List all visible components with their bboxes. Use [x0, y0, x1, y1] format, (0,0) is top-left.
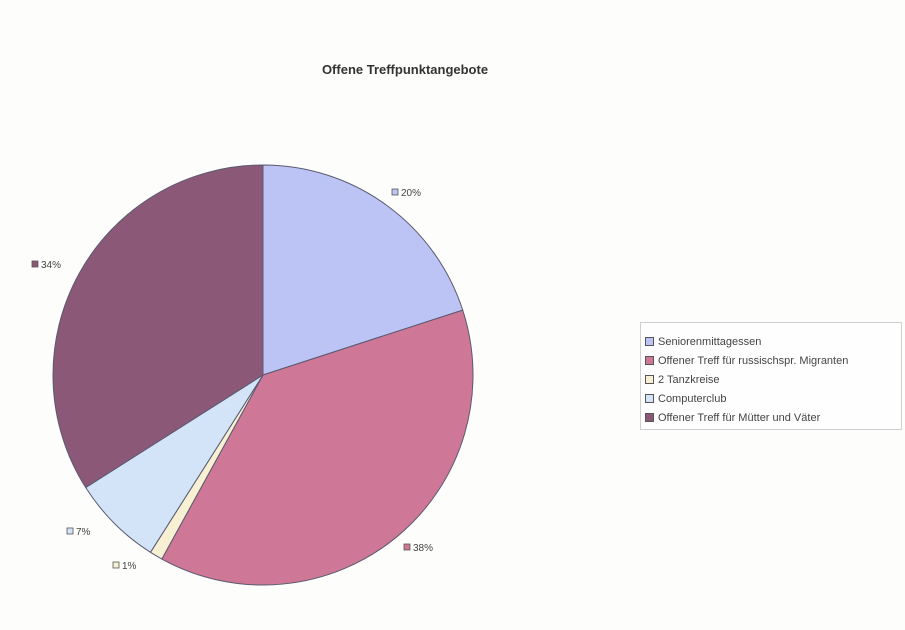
- legend-item: Offener Treff für Mütter und Väter: [645, 408, 901, 427]
- legend-label: Seniorenmittagessen: [658, 335, 762, 348]
- data-label-swatch: [66, 527, 74, 535]
- chart-title: Offene Treffpunktangebote: [322, 62, 488, 77]
- legend-swatch: [645, 394, 654, 403]
- pie-slice: [262, 164, 464, 376]
- data-label-swatch: [391, 188, 399, 196]
- data-label-swatch: [403, 543, 411, 551]
- legend-label: Offener Treff für Mütter und Väter: [658, 411, 821, 424]
- data-label: 38%: [413, 543, 433, 554]
- legend-swatch: [645, 356, 654, 365]
- chart-legend: Seniorenmittagessen Offener Treff für rus…: [640, 322, 902, 430]
- pie-slice: [52, 164, 264, 489]
- legend-item: 2 Tanzkreise: [645, 370, 901, 389]
- legend-item: Offener Treff für russischspr. Migranten: [645, 351, 901, 370]
- legend-label: 2 Tanzkreise: [658, 373, 720, 386]
- legend-item: Seniorenmittagessen: [645, 332, 901, 351]
- data-label: 1%: [122, 561, 137, 572]
- data-label: 20%: [401, 188, 421, 199]
- legend-swatch: [645, 337, 654, 346]
- legend-item: Computerclub: [645, 389, 901, 408]
- data-label: 34%: [41, 260, 61, 271]
- data-label-swatch: [31, 260, 39, 268]
- legend-swatch: [645, 375, 654, 384]
- legend-label: Computerclub: [658, 392, 727, 405]
- legend-swatch: [645, 413, 654, 422]
- data-label: 7%: [76, 527, 91, 538]
- data-label-swatch: [112, 561, 120, 569]
- pie-slice: [161, 309, 474, 586]
- legend-label: Offener Treff für russischspr. Migranten: [658, 354, 849, 367]
